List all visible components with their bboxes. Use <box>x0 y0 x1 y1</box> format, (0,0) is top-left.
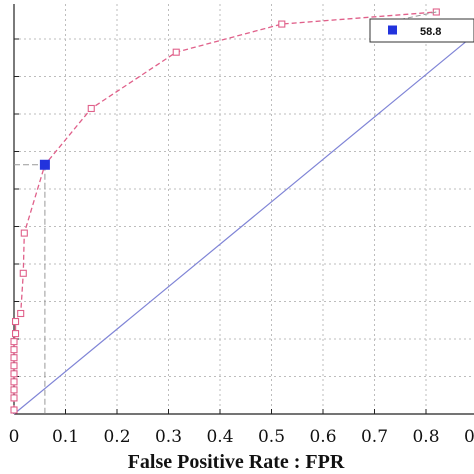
grid <box>14 4 474 414</box>
roc-curve-line <box>13 11 437 410</box>
roc-point-marker <box>87 104 95 113</box>
roc-point-marker <box>10 394 18 402</box>
x-tick-label: 0.3 <box>155 427 182 447</box>
roc-point-marker <box>10 338 18 346</box>
roc-point-marker <box>20 229 28 237</box>
chance-diagonal-line <box>13 34 474 415</box>
roc-point-marker <box>10 362 18 370</box>
x-tick-label: 0 <box>9 427 20 447</box>
roc-point-marker <box>11 330 20 338</box>
x-tick-label: 0.1 <box>52 427 79 447</box>
roc-point-marker <box>10 406 18 414</box>
legend: 58.8 <box>369 18 474 43</box>
roc-point-marker <box>10 370 18 378</box>
roc-point-marker <box>11 317 20 326</box>
legend-label: 58.8 <box>420 26 441 38</box>
roc-point-marker <box>172 48 180 56</box>
x-tick-label: 0.7 <box>361 427 388 447</box>
marks-layer <box>10 8 440 414</box>
roc-point-marker <box>10 386 18 394</box>
x-tick-labels: 0 0.1 0.2 0.3 0.4 0.5 0.6 0.7 0.8 0.9 <box>9 427 474 447</box>
roc-point-marker <box>10 378 18 386</box>
legend-marker <box>388 25 397 35</box>
axes <box>13 4 474 415</box>
x-tick-label: 0.2 <box>103 427 130 447</box>
roc-point-marker <box>278 20 286 28</box>
roc-point-marker <box>17 309 25 318</box>
roc-point-marker <box>19 269 27 277</box>
x-tick-label: 0.4 <box>206 427 233 447</box>
x-tick-label: 0.9 <box>464 427 474 447</box>
x-tick-label: 0.8 <box>412 427 439 447</box>
x-axis-title: False Positive Rate : FPR <box>128 451 345 473</box>
highlight-point-marker <box>39 159 50 170</box>
legend-box <box>369 18 474 43</box>
x-tick-label: 0.6 <box>309 427 336 447</box>
x-tick-label: 0.5 <box>258 427 285 447</box>
roc-point-marker <box>10 346 18 354</box>
series-layer <box>13 11 474 415</box>
roc-point-marker <box>10 354 18 362</box>
